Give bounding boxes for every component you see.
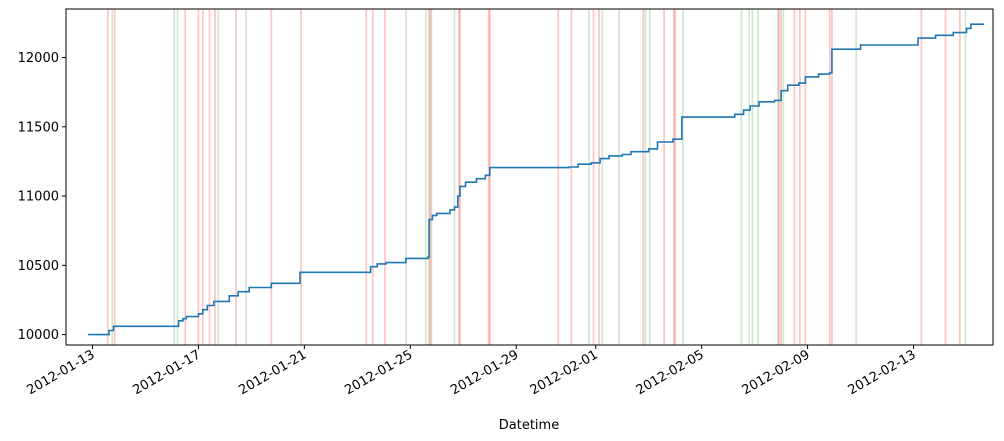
x-tick-label: 2012-02-09 bbox=[740, 347, 813, 398]
x-tick-label: 2012-01-25 bbox=[342, 347, 415, 398]
x-tick-label: 2012-02-05 bbox=[634, 347, 707, 398]
equity-series-line bbox=[88, 23, 985, 336]
x-axis-label: Datetime bbox=[499, 418, 559, 433]
x-tick-label: 2012-01-17 bbox=[130, 347, 203, 398]
plot-frame bbox=[65, 8, 994, 346]
x-tick-label: 2012-01-13 bbox=[25, 347, 98, 398]
series-layer bbox=[88, 23, 985, 336]
x-tick-label: 2012-02-01 bbox=[528, 347, 601, 398]
y-tick-label: 11000 bbox=[18, 190, 59, 205]
y-tick-label: 12000 bbox=[18, 51, 59, 66]
x-tick-label: 2012-02-13 bbox=[846, 347, 919, 398]
x-tick-label: 2012-01-21 bbox=[236, 347, 309, 398]
y-tick-label: 11500 bbox=[18, 120, 59, 135]
y-axis: 10000 10500 11000 11500 12000 bbox=[18, 51, 66, 343]
y-tick-label: 10000 bbox=[18, 328, 59, 343]
x-axis: 2012-01-13 2012-01-17 2012-01-21 2012-01-25… bbox=[25, 345, 919, 398]
x-tick-label: 2012-01-29 bbox=[448, 347, 521, 398]
signal-lines bbox=[107, 9, 967, 345]
y-tick-label: 10500 bbox=[18, 259, 59, 274]
